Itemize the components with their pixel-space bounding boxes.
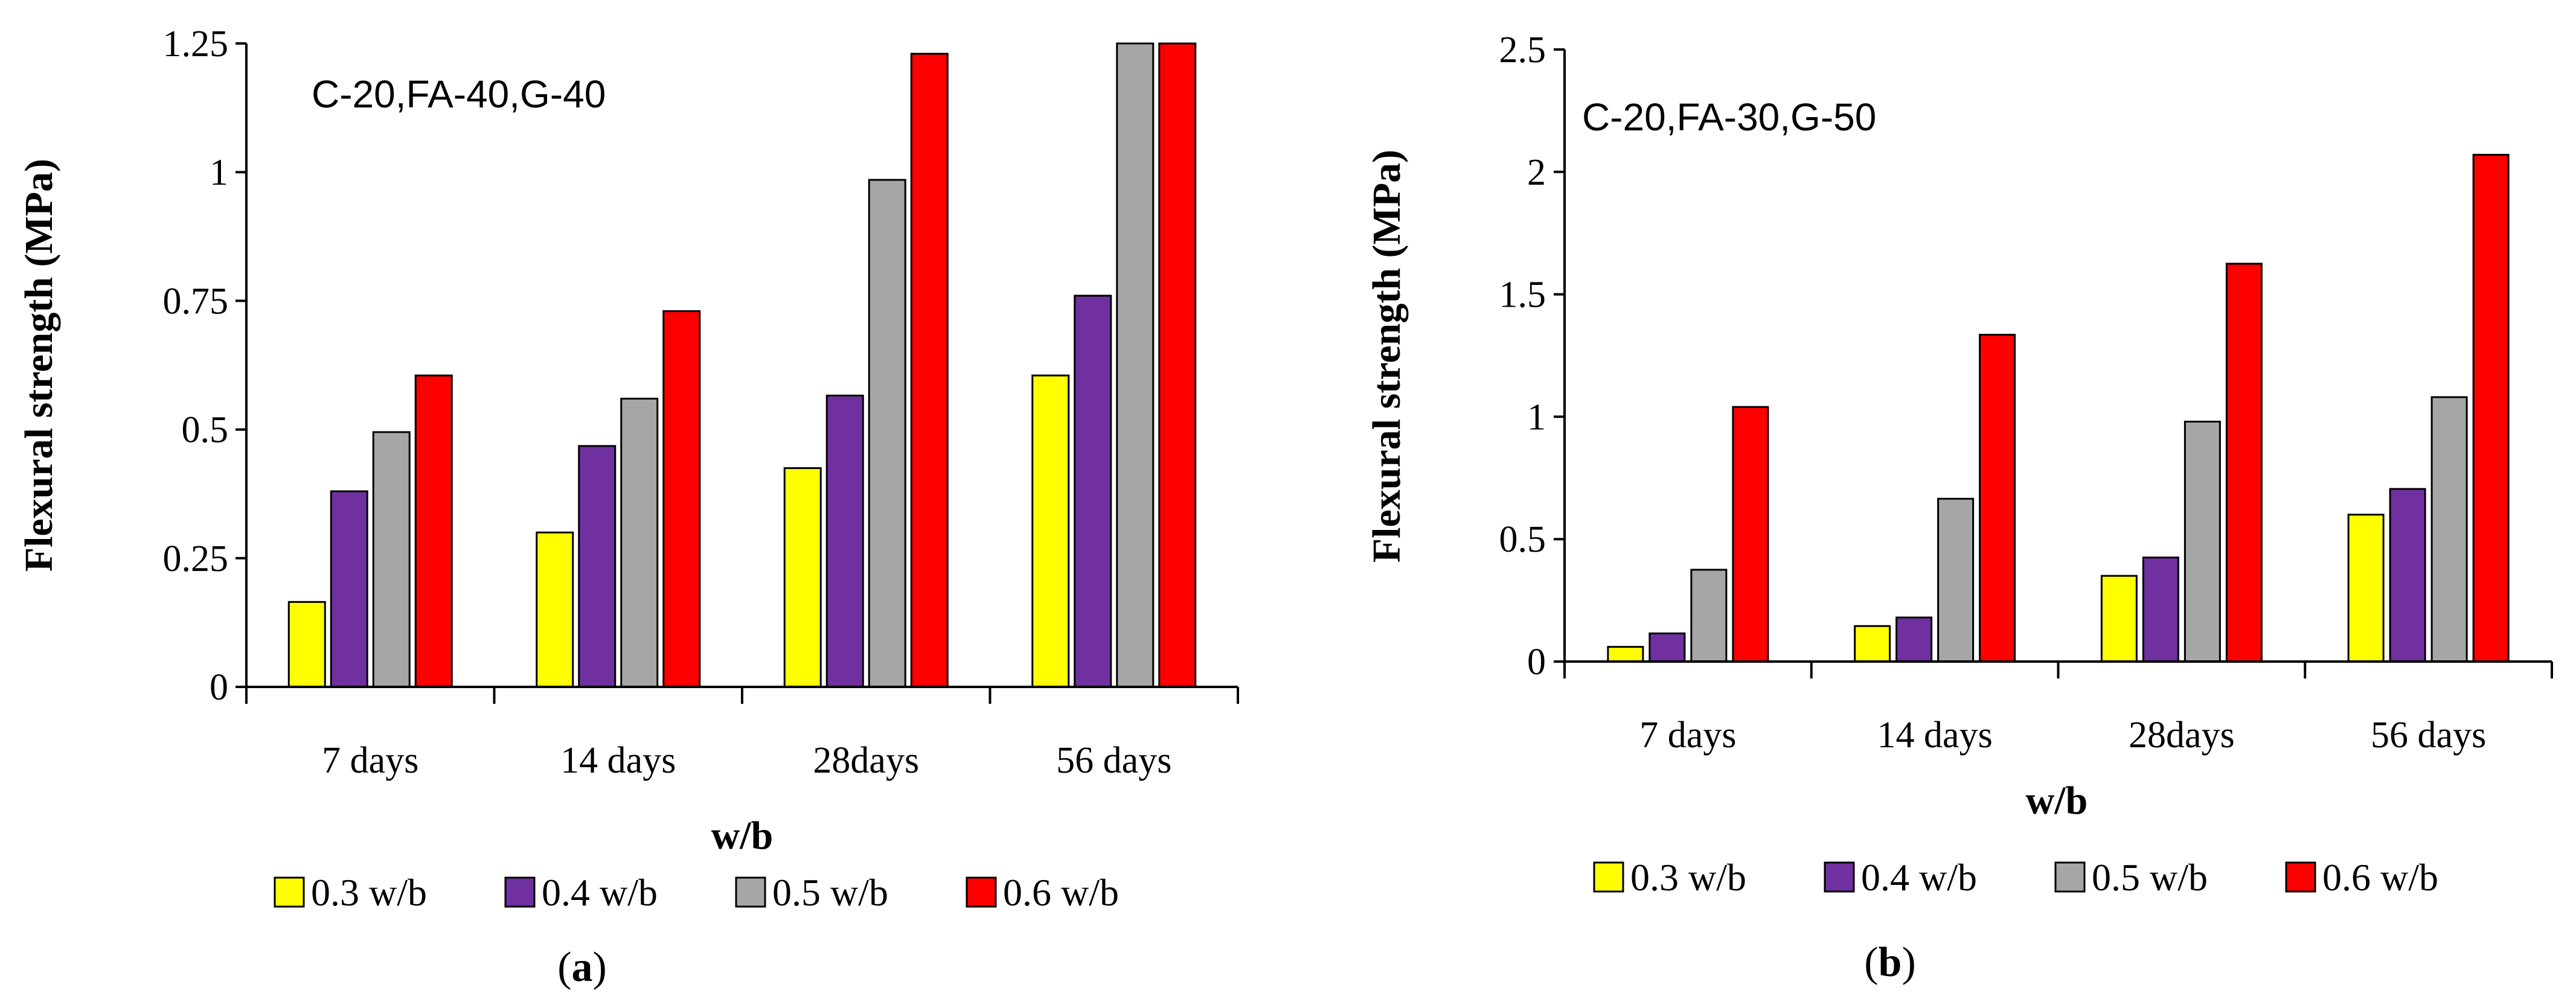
bar-b-0-1 bbox=[1648, 632, 1686, 663]
legend-label-b-2: 0.5 w/b bbox=[2092, 856, 2208, 899]
chart-b-y-ticks: 0 0.5 1 1.5 2 2.5 bbox=[1499, 30, 1565, 683]
y-tick-label-b-4: 2 bbox=[1527, 152, 1546, 193]
chart-b-annotation: C-20,FA-30,G-50 bbox=[1582, 95, 1876, 139]
chart-a-bars bbox=[287, 42, 1197, 688]
chart-a: 0 0.25 0.5 0.75 1 1.25 7 days 14 days 28days 56 … bbox=[17, 24, 1239, 991]
bar-a-1-0 bbox=[536, 531, 574, 688]
y-tick-label-b-0: 0 bbox=[1527, 642, 1546, 683]
bar-b-3-2 bbox=[2430, 396, 2468, 663]
bar-a-0-0 bbox=[287, 601, 326, 688]
bar-b-1-3 bbox=[1979, 334, 2016, 663]
bar-a-2-0 bbox=[783, 467, 822, 688]
chart-b-y-axis-label: Flexural strength (MPa) bbox=[1365, 150, 1409, 563]
y-tick-label-a-0: 0 bbox=[210, 667, 228, 708]
bar-b-1-1 bbox=[1895, 616, 1933, 663]
legend-label-a-2: 0.5 w/b bbox=[772, 871, 888, 914]
legend-label-b-0: 0.3 w/b bbox=[1630, 856, 1746, 899]
bar-a-1-3 bbox=[662, 310, 701, 688]
bar-b-1-2 bbox=[1937, 497, 1975, 663]
y-tick-label-a-2: 0.5 bbox=[182, 410, 229, 451]
bar-b-3-0 bbox=[2347, 514, 2385, 663]
legend-swatch-a-0 bbox=[274, 876, 305, 908]
legend-label-a-3: 0.6 w/b bbox=[1003, 871, 1119, 914]
chart-b-x-axis-label: w/b bbox=[2026, 779, 2088, 823]
y-tick-label-a-4: 1 bbox=[210, 152, 228, 193]
bar-a-3-0 bbox=[1031, 374, 1070, 688]
bar-b-0-0 bbox=[1607, 646, 1644, 663]
chart-a-x-axis-label: w/b bbox=[711, 814, 774, 858]
bar-b-2-0 bbox=[2100, 575, 2138, 663]
legend-swatch-b-1 bbox=[1824, 861, 1855, 893]
bar-b-1-0 bbox=[1854, 625, 1891, 663]
legend-swatch-a-3 bbox=[966, 876, 997, 908]
legend-swatch-b-3 bbox=[2285, 861, 2316, 893]
y-tick-label-a-3: 0.75 bbox=[163, 281, 229, 322]
chart-b-panel-label: (b) bbox=[1864, 939, 1916, 986]
x-tick-label-b-3: 56 days bbox=[2371, 715, 2486, 756]
legend-label-a-1: 0.4 w/b bbox=[542, 871, 658, 914]
legend-swatch-b-2 bbox=[2054, 861, 2086, 893]
legend-swatch-b-0 bbox=[1593, 861, 1624, 893]
x-tick-label-a-0: 7 days bbox=[322, 740, 418, 781]
bar-a-0-1 bbox=[330, 490, 368, 688]
bar-a-3-2 bbox=[1116, 42, 1155, 688]
bar-a-1-2 bbox=[620, 397, 659, 688]
bar-a-0-3 bbox=[414, 374, 453, 688]
x-tick-label-b-0: 7 days bbox=[1639, 715, 1736, 756]
chart-b-bars bbox=[1607, 153, 2510, 663]
legend-label-b-1: 0.4 w/b bbox=[1861, 856, 1977, 899]
bar-b-0-2 bbox=[1690, 569, 1728, 663]
chart-a-annotation: C-20,FA-40,G-40 bbox=[312, 72, 606, 116]
y-tick-label-b-5: 2.5 bbox=[1499, 30, 1546, 71]
y-tick-label-a-5: 1.25 bbox=[163, 24, 229, 65]
chart-b: 00.511.522.5 7 days 14 days 28days 56 days … bbox=[1365, 30, 2553, 986]
bar-b-3-3 bbox=[2472, 153, 2510, 663]
x-tick-label-b-1: 14 days bbox=[1877, 715, 1993, 756]
bar-b-3-1 bbox=[2389, 488, 2426, 663]
chart-b-legend: 0.3 w/b 0.4 w/b 0.5 w/b 0.6 w/b bbox=[1593, 856, 2438, 899]
legend-swatch-a-2 bbox=[735, 876, 766, 908]
chart-a-y-ticks: 0 0.25 0.5 0.75 1 1.25 bbox=[163, 24, 246, 708]
bar-a-0-2 bbox=[372, 431, 411, 688]
bar-a-3-1 bbox=[1074, 295, 1112, 688]
legend-swatch-a-1 bbox=[504, 876, 536, 908]
bar-a-2-3 bbox=[910, 53, 949, 688]
x-tick-label-b-2: 28days bbox=[2129, 715, 2235, 756]
bar-a-2-2 bbox=[868, 179, 906, 688]
chart-a-legend: 0.3 w/b 0.4 w/b 0.5 w/b 0.6 w/b bbox=[274, 871, 1119, 914]
x-tick-label-a-2: 28days bbox=[813, 740, 919, 781]
bar-a-2-1 bbox=[825, 394, 864, 688]
bar-a-1-1 bbox=[578, 445, 617, 688]
x-tick-label-a-3: 56 days bbox=[1056, 740, 1171, 781]
chart-a-panel-label: (a) bbox=[557, 944, 607, 991]
legend-label-a-0: 0.3 w/b bbox=[311, 871, 427, 914]
bar-b-2-1 bbox=[2142, 557, 2179, 663]
chart-a-y-axis-label: Flexural strength (MPa) bbox=[17, 159, 61, 572]
bar-a-3-3 bbox=[1158, 42, 1197, 688]
bar-b-2-3 bbox=[2225, 263, 2263, 663]
y-tick-label-b-2: 1 bbox=[1527, 397, 1546, 438]
y-tick-label-b-1: 0.5 bbox=[1499, 519, 1546, 560]
legend-label-b-3: 0.6 w/b bbox=[2322, 856, 2438, 899]
chart-b-x-ticks: 7 days 14 days 28days 56 days bbox=[1563, 662, 2553, 756]
chart-a-x-ticks: 7 days 14 days 28days 56 days bbox=[245, 687, 1239, 781]
bar-b-2-2 bbox=[2184, 421, 2221, 663]
bar-b-0-3 bbox=[1732, 406, 1769, 663]
x-tick-label-a-1: 14 days bbox=[560, 740, 676, 781]
y-tick-label-b-3: 1.5 bbox=[1499, 275, 1546, 316]
y-tick-label-a-1: 0.25 bbox=[163, 538, 229, 579]
